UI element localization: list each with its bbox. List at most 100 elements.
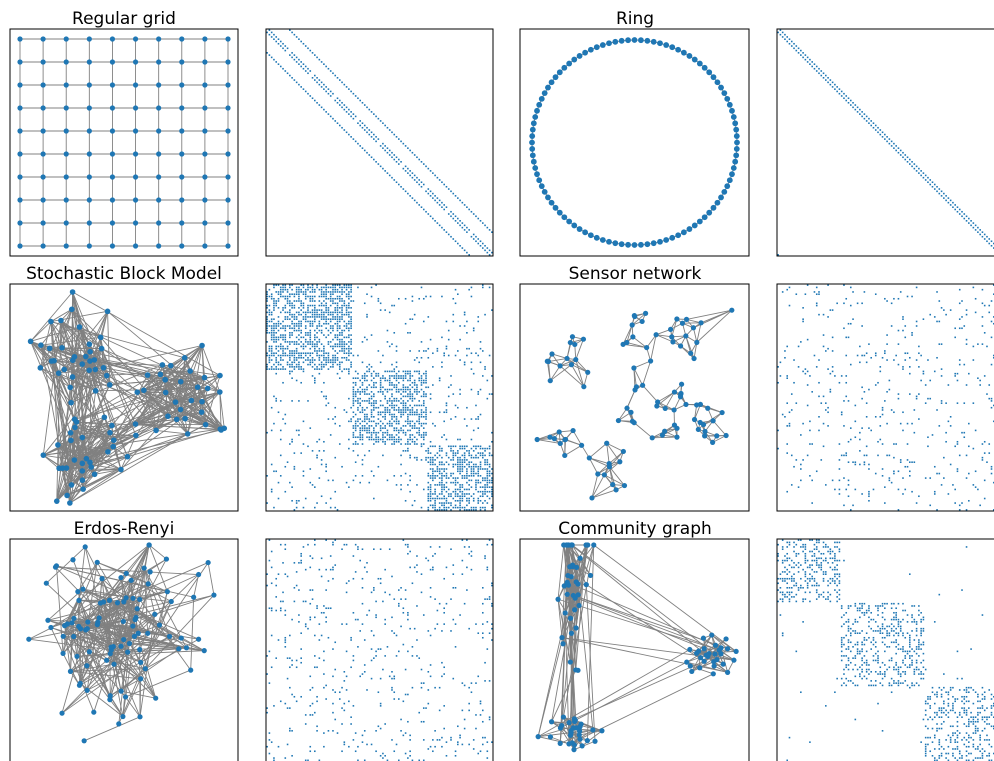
adjacency-mark: [899, 154, 902, 156]
node: [710, 418, 716, 424]
adjacency-mark: [332, 354, 334, 357]
adjacency-mark: [429, 468, 432, 470]
node: [79, 361, 86, 367]
adjacency-mark: [454, 445, 457, 448]
adjacency-mark: [479, 240, 482, 243]
adjacency-mark: [395, 434, 398, 436]
edge: [71, 308, 101, 338]
adjacency-mark: [275, 332, 278, 334]
adjacency-mark: [420, 445, 423, 448]
adjacency-mark: [284, 352, 287, 355]
adjacency-mark: [906, 443, 909, 445]
adjacency-mark: [906, 459, 909, 461]
adjacency-mark: [884, 400, 886, 402]
adjacency-mark: [877, 440, 879, 443]
adjacency-mark: [868, 499, 870, 502]
adjacency-mark: [309, 300, 312, 302]
adjacency-mark: [398, 438, 400, 441]
adjacency-mark: [304, 327, 307, 330]
edge: [176, 419, 189, 435]
adjacency-mark: [327, 309, 330, 311]
node: [82, 353, 89, 360]
adjacency-mark: [393, 420, 396, 423]
adjacency-mark: [472, 238, 475, 240]
adjacency-mark: [918, 495, 920, 498]
edge: [30, 326, 80, 342]
adjacency-mark: [459, 502, 461, 504]
node: [630, 334, 636, 340]
adjacency-mark: [359, 393, 361, 395]
adjacency-mark: [314, 311, 316, 314]
adjacency-mark: [279, 311, 282, 314]
adjacency-mark: [438, 204, 441, 206]
adjacency-mark: [466, 475, 468, 477]
adjacency-mark: [491, 490, 493, 493]
adjacency-mark: [388, 411, 391, 414]
adjacency-mark: [420, 459, 423, 461]
adjacency-mark: [457, 488, 459, 491]
adjacency-mark: [888, 477, 891, 479]
adjacency-mark: [466, 497, 468, 500]
adjacency-mark: [827, 316, 829, 318]
node: [595, 471, 601, 477]
adjacency-mark: [899, 291, 902, 293]
regular-grid-panel: [17, 36, 231, 249]
node: [86, 174, 92, 180]
adjacency-mark: [352, 402, 355, 404]
edge: [546, 361, 551, 381]
adjacency-mark: [961, 316, 963, 318]
edge: [94, 469, 122, 475]
adjacency-mark: [800, 468, 802, 470]
adjacency-mark: [379, 427, 382, 429]
adjacency-mark: [273, 470, 275, 473]
adjacency-mark: [488, 490, 491, 493]
edge: [125, 669, 191, 698]
ring-frame: [519, 28, 750, 257]
adjacency-mark: [314, 54, 316, 56]
adjacency-mark: [466, 493, 468, 495]
adjacency-mark: [466, 504, 468, 507]
adjacency-mark: [445, 472, 448, 475]
adjacency-mark: [974, 429, 977, 432]
adjacency-mark: [323, 363, 325, 366]
adjacency-mark: [486, 481, 489, 484]
adjacency-mark: [831, 479, 834, 482]
adjacency-mark: [366, 431, 368, 434]
adjacency-mark: [325, 465, 327, 468]
adjacency-mark: [463, 454, 466, 457]
adjacency-mark: [316, 332, 318, 334]
adjacency-mark: [314, 99, 316, 102]
adjacency-mark: [354, 393, 357, 395]
adjacency-mark: [407, 372, 409, 375]
adjacency-mark: [983, 497, 986, 500]
adjacency-mark: [307, 343, 309, 345]
adjacency-mark: [282, 327, 284, 330]
adjacency-mark: [343, 108, 346, 111]
adjacency-mark: [422, 350, 425, 352]
adjacency-mark: [411, 295, 414, 298]
adjacency-mark: [289, 352, 291, 355]
adjacency-mark: [863, 461, 866, 463]
adjacency-mark: [336, 359, 339, 361]
adjacency-mark: [407, 420, 409, 423]
adjacency-mark: [461, 447, 464, 450]
adjacency-mark: [409, 456, 411, 459]
adjacency-mark: [348, 486, 350, 488]
adjacency-mark: [327, 311, 330, 314]
adjacency-mark: [284, 318, 287, 320]
adjacency-mark: [293, 307, 296, 309]
node: [571, 56, 578, 63]
adjacency-mark: [398, 409, 400, 411]
adjacency-mark: [391, 131, 393, 134]
node: [700, 421, 707, 428]
adjacency-mark: [463, 313, 466, 316]
adjacency-mark: [422, 379, 425, 382]
adjacency-mark: [404, 404, 407, 407]
adjacency-mark: [370, 111, 373, 113]
adjacency-mark: [293, 361, 296, 364]
adjacency-mark: [298, 320, 300, 323]
node: [188, 397, 195, 404]
adjacency-mark: [902, 411, 904, 414]
adjacency-mark: [893, 472, 895, 475]
adjacency-mark: [345, 304, 348, 307]
